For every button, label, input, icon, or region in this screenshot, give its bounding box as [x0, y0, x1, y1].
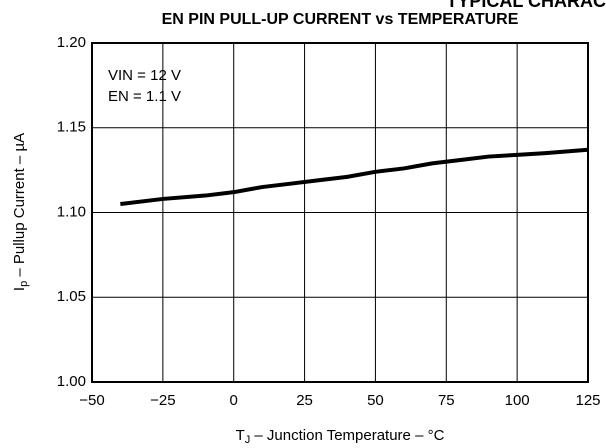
x-tick-label: −25 — [150, 392, 175, 409]
x-label-sub: J — [245, 434, 251, 446]
y-axis-label: Ip – Pullup Current – µA — [11, 133, 30, 291]
x-tick-label: 100 — [505, 392, 530, 409]
x-tick-label: 125 — [575, 392, 600, 409]
page-header: TYPICAL CHARAC — [446, 0, 606, 11]
y-tick-label: 1.20 — [57, 34, 86, 51]
x-tick-label: 0 — [230, 392, 238, 409]
y-label-rest: – Pullup Current – µA — [11, 133, 28, 281]
x-tick-label: 75 — [438, 392, 455, 409]
y-tick-label: 1.05 — [57, 288, 86, 305]
y-tick-label: 1.15 — [57, 119, 86, 136]
x-tick-label: −50 — [79, 392, 104, 409]
x-tick-label: 25 — [296, 392, 313, 409]
data-line — [120, 147, 589, 207]
annotation: VIN = 12 V — [108, 67, 181, 84]
x-axis-label: TJ – Junction Temperature – °C — [236, 427, 445, 446]
y-tick-label: 1.10 — [57, 203, 86, 220]
y-label-sub: p — [18, 281, 30, 287]
x-label-rest: – Junction Temperature – °C — [250, 427, 444, 444]
plot-frame — [91, 42, 589, 383]
chart-title: EN PIN PULL-UP CURRENT vs TEMPERATURE — [162, 11, 519, 28]
y-tick-label: 1.00 — [57, 373, 86, 390]
y-label-main: I — [11, 287, 28, 291]
x-tick-label: 50 — [367, 392, 384, 409]
x-label-main: T — [236, 427, 245, 444]
annotation: EN = 1.1 V — [108, 88, 181, 105]
